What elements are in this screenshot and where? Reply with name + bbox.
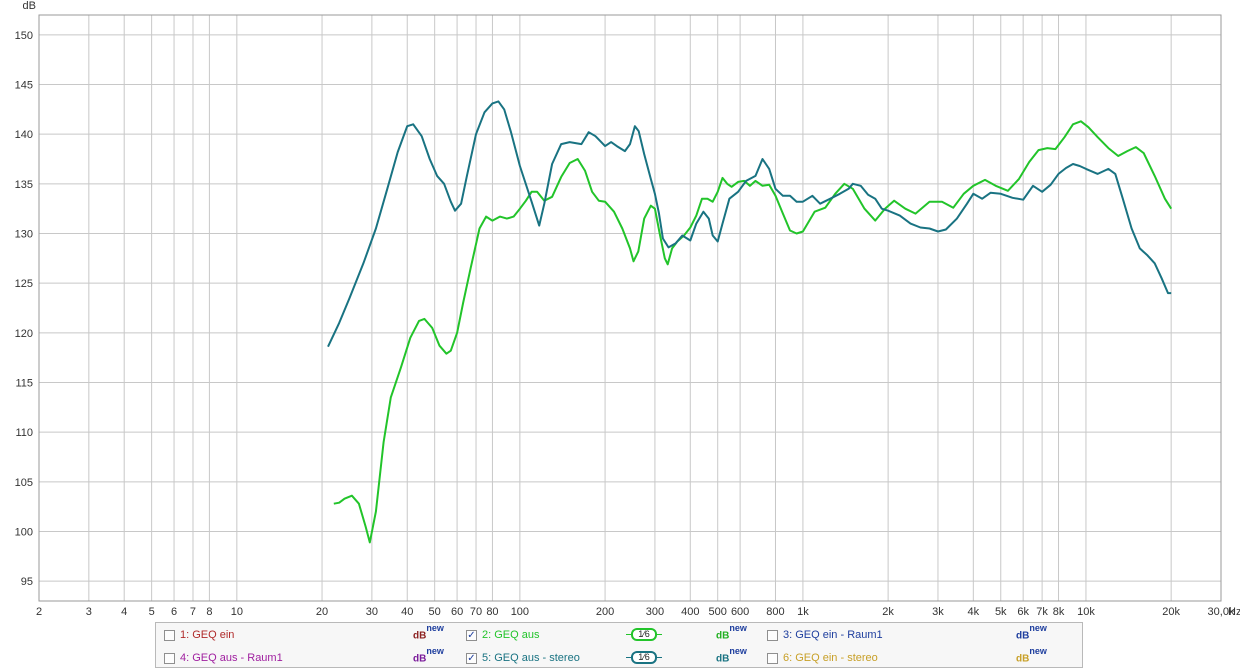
x-tick-label: 100: [511, 606, 529, 618]
legend-entry-5[interactable]: 5: GEQ aus - stereo: [466, 650, 580, 666]
x-tick-label: 8k: [1053, 606, 1065, 618]
y-tick-label: 140: [15, 129, 33, 141]
x-tick-label: 20: [316, 606, 328, 618]
legend-panel: 1: GEQ ein dBnew 2: GEQ aus 1⁄6 dBnew 3:…: [155, 622, 1083, 668]
dbnew-icon-3[interactable]: dBnew: [1016, 623, 1047, 642]
x-tick-label: 30: [366, 606, 378, 618]
legend-checkbox-1[interactable]: [164, 629, 175, 641]
db-sup-4: new: [426, 646, 444, 656]
dbnew-icon-2[interactable]: dBnew: [716, 623, 747, 642]
y-tick-label: 135: [15, 179, 33, 191]
plot-background: [39, 15, 1221, 601]
db-sup-3: new: [1029, 623, 1047, 633]
legend-entry-6[interactable]: 6: GEQ ein - stereo: [767, 650, 878, 666]
x-tick-label: 6k: [1017, 606, 1029, 618]
legend-label-6: 6: GEQ ein - stereo: [783, 652, 878, 664]
dbnew-icon-6[interactable]: dBnew: [1016, 646, 1047, 665]
x-tick-label: 30,0k: [1208, 606, 1235, 618]
x-tick-label: 2k: [882, 606, 894, 618]
y-tick-label: 95: [21, 576, 33, 588]
smoothing-label-2: 1⁄6: [638, 629, 650, 639]
legend-label-1: 1: GEQ ein: [180, 629, 235, 641]
x-tick-label: 7k: [1036, 606, 1048, 618]
y-tick-label: 115: [15, 377, 33, 389]
series-lines: [327, 100, 1173, 544]
x-tick-label: 5k: [995, 606, 1007, 618]
db-label-5: dB: [716, 653, 730, 665]
x-tick-label: 6: [171, 606, 177, 618]
x-tick-label: 50: [429, 606, 441, 618]
legend-label-5: 5: GEQ aus - stereo: [482, 652, 580, 664]
db-label-1: dB: [413, 630, 427, 642]
dbnew-icon-1[interactable]: dBnew: [413, 623, 444, 642]
db-sup-6: new: [1029, 646, 1047, 656]
x-tick-label: 4k: [968, 606, 980, 618]
legend-label-3: 3: GEQ ein - Raum1: [783, 629, 883, 641]
legend-label-4: 4: GEQ aus - Raum1: [180, 652, 283, 664]
legend-entry-4[interactable]: 4: GEQ aus - Raum1: [164, 650, 283, 666]
series-line-2: [327, 100, 1172, 348]
db-label-3: dB: [1016, 630, 1030, 642]
smoothing-badge-5[interactable]: 1⁄6: [626, 651, 662, 664]
x-tick-label: 3: [86, 606, 92, 618]
legend-entry-2[interactable]: 2: GEQ aus: [466, 627, 539, 643]
y-tick-label: 130: [15, 229, 33, 241]
db-label-4: dB: [413, 653, 427, 665]
db-label-2: dB: [716, 630, 730, 642]
x-axis-unit: Hz: [1228, 606, 1240, 618]
x-tick-label: 5: [149, 606, 155, 618]
y-tick-label: 110: [15, 427, 33, 439]
x-tick-label: 1k: [797, 606, 809, 618]
legend-entry-1[interactable]: 1: GEQ ein: [164, 627, 234, 643]
x-tick-label: 500: [709, 606, 727, 618]
series-line-1: [333, 120, 1173, 544]
x-tick-label: 10k: [1077, 606, 1095, 618]
x-tick-label: 60: [451, 606, 463, 618]
legend-entry-3[interactable]: 3: GEQ ein - Raum1: [767, 627, 883, 643]
y-tick-label: 100: [15, 526, 33, 538]
y-tick-label: 145: [15, 80, 33, 92]
dbnew-icon-4[interactable]: dBnew: [413, 646, 444, 665]
legend-label-2: 2: GEQ aus: [482, 629, 540, 641]
y-axis-label: dB: [23, 0, 36, 12]
x-tick-label: 10: [231, 606, 243, 618]
db-sup-1: new: [426, 623, 444, 633]
x-tick-label: 400: [681, 606, 699, 618]
x-tick-label: 80: [486, 606, 498, 618]
legend-checkbox-5[interactable]: [466, 652, 477, 664]
legend-checkbox-3[interactable]: [767, 629, 778, 641]
smoothing-label-5: 1⁄6: [638, 652, 650, 662]
legend-checkbox-4[interactable]: [164, 652, 175, 664]
x-tick-label: 7: [190, 606, 196, 618]
y-tick-label: 125: [15, 278, 33, 290]
x-tick-label: 800: [766, 606, 784, 618]
x-tick-label: 600: [731, 606, 749, 618]
x-tick-label: 200: [596, 606, 614, 618]
y-tick-label: 105: [15, 477, 33, 489]
y-tick-label: 150: [15, 30, 33, 42]
x-tick-label: 8: [206, 606, 212, 618]
x-tick-label: 4: [121, 606, 127, 618]
x-tick-label: 70: [470, 606, 482, 618]
db-label-6: dB: [1016, 653, 1030, 665]
legend-checkbox-2[interactable]: [466, 629, 477, 641]
smoothing-badge-2[interactable]: 1⁄6: [626, 628, 662, 641]
frequency-response-chart: 95 100 105 110 115 120 125 130 135 140 145 150 2 3 4 5 6…: [15, 0, 1240, 618]
x-tick-label: 40: [401, 606, 413, 618]
db-sup-5: new: [729, 646, 747, 656]
grid-lines: [39, 15, 1221, 601]
axis-ticks: 95 100 105 110 115 120 125 130 135 140 145 150 2 3 4 5 6…: [15, 30, 1235, 618]
x-tick-label: 2: [36, 606, 42, 618]
x-tick-label: 3k: [932, 606, 944, 618]
plot-frame: [38, 14, 1222, 602]
db-sup-2: new: [729, 623, 747, 633]
legend-checkbox-6[interactable]: [767, 652, 778, 664]
y-tick-label: 120: [15, 328, 33, 340]
x-tick-label: 300: [646, 606, 664, 618]
dbnew-icon-5[interactable]: dBnew: [716, 646, 747, 665]
x-tick-label: 20k: [1162, 606, 1180, 618]
